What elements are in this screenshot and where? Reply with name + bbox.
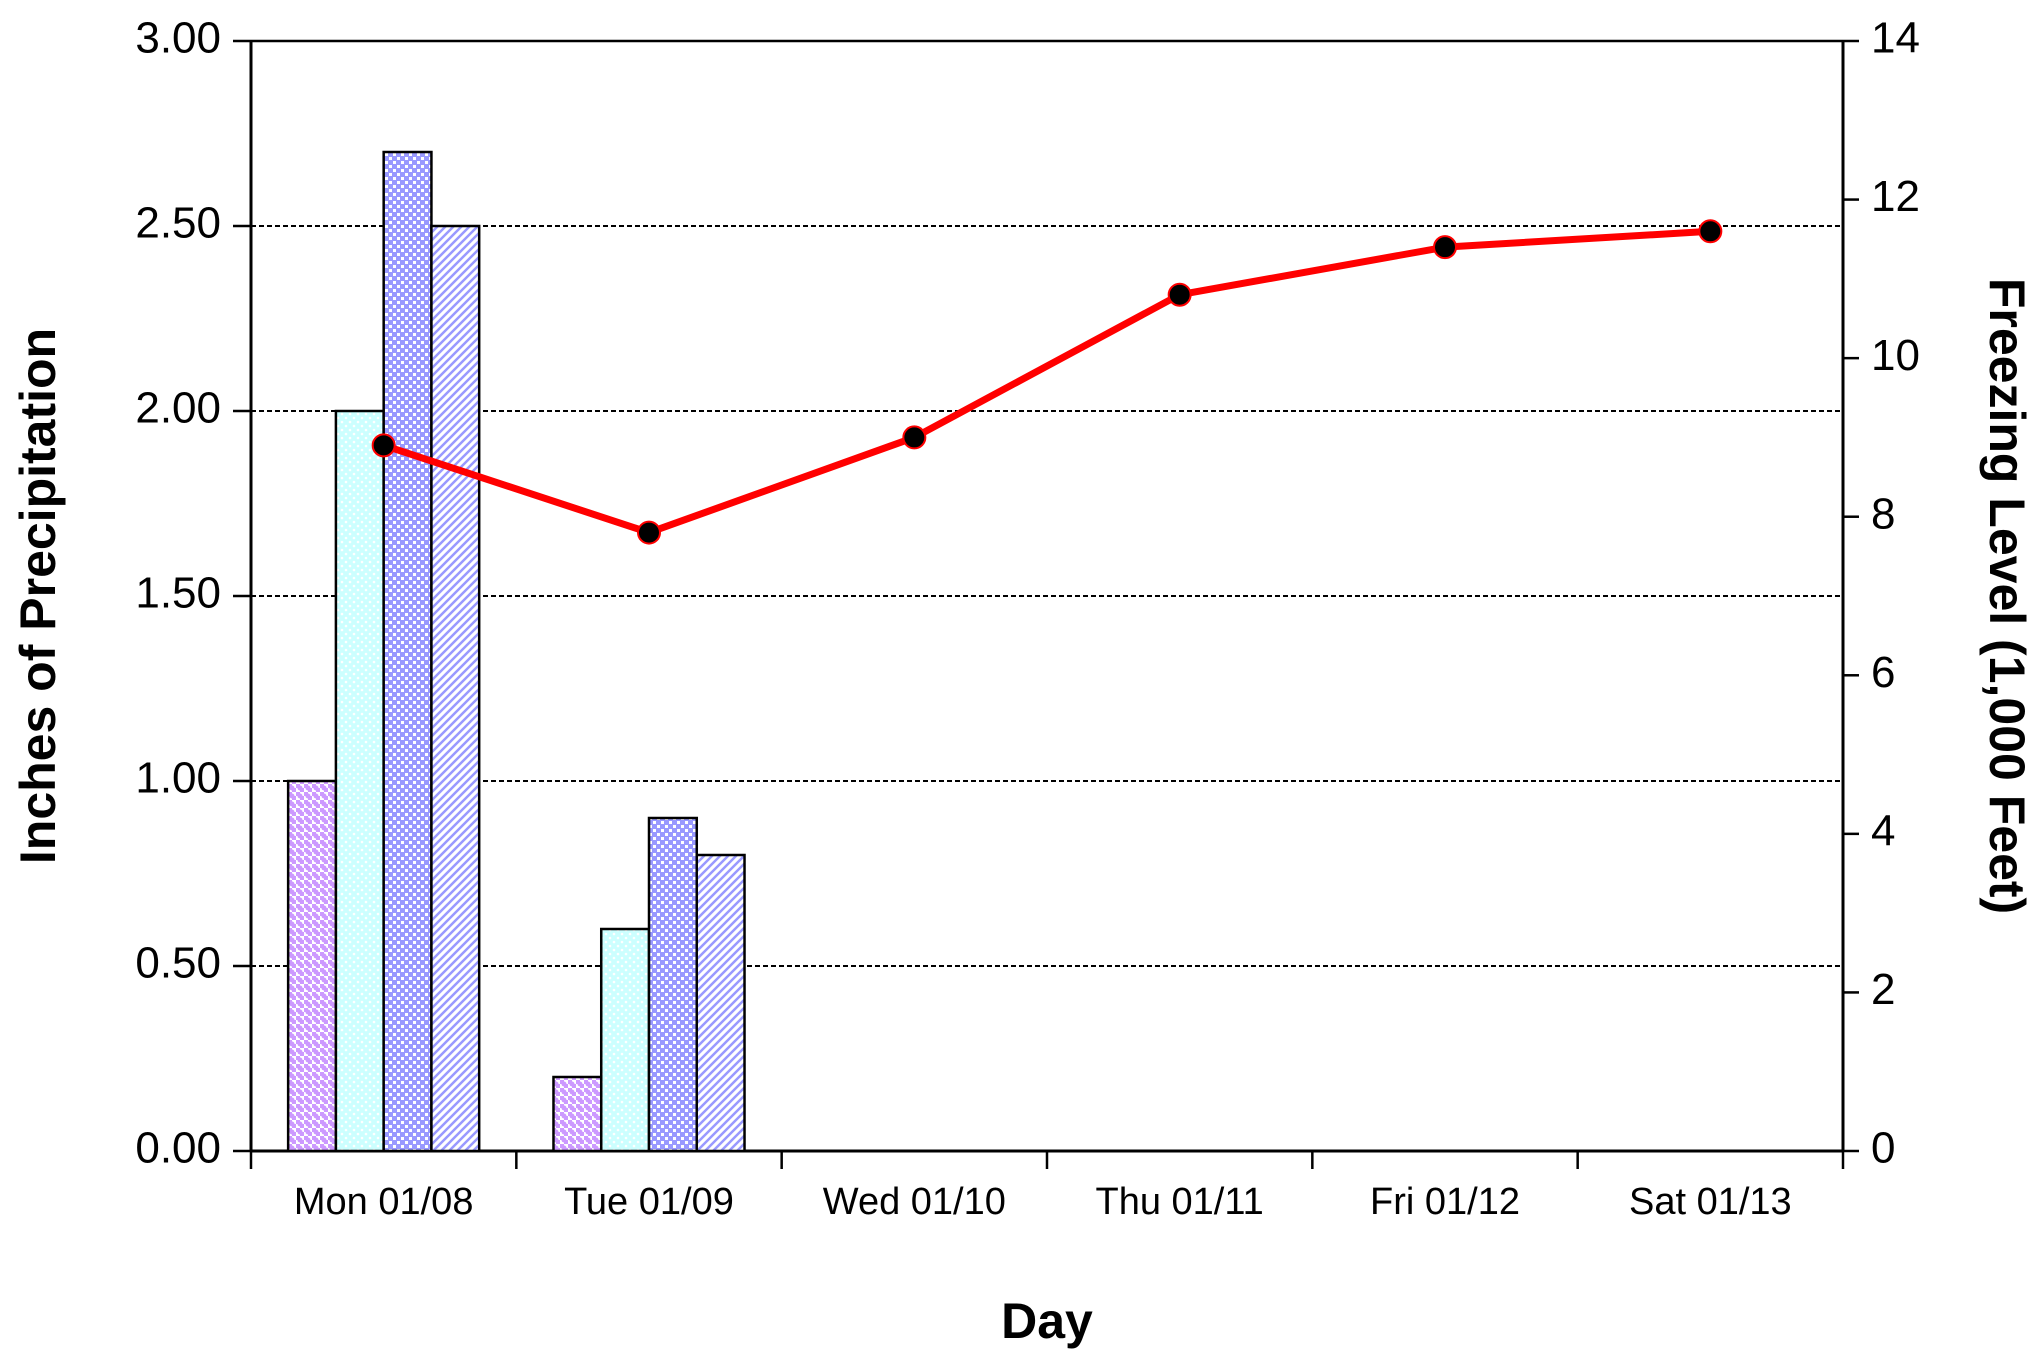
y-tick-label: 2.50 bbox=[135, 199, 221, 248]
bar bbox=[382, 150, 433, 1153]
line-marker bbox=[1167, 282, 1192, 307]
x-tick-label: Sat 01/13 bbox=[1629, 1181, 1792, 1223]
line-marker bbox=[637, 520, 661, 545]
y-tick-label: 0.50 bbox=[135, 939, 221, 988]
y2-tick-label: 14 bbox=[1871, 14, 1920, 63]
x-tick-label: Tue 01/09 bbox=[564, 1181, 734, 1223]
y-tick-label: 1.00 bbox=[135, 754, 221, 803]
y2-tick-label: 10 bbox=[1871, 331, 1920, 380]
x-tick-label: Thu 01/11 bbox=[1096, 1181, 1264, 1223]
y-tick-label: 3.00 bbox=[135, 14, 221, 63]
line-marker bbox=[902, 425, 927, 450]
line-marker bbox=[1433, 235, 1457, 260]
x-tick-label: Wed 01/10 bbox=[823, 1181, 1006, 1223]
y2-axis-title: Freezing Level (1,000 Feet) bbox=[1979, 278, 2035, 914]
y2-tick-label: 8 bbox=[1871, 489, 1895, 538]
bar bbox=[599, 927, 651, 1153]
x-axis-title: Day bbox=[1001, 1293, 1093, 1349]
x-tick-label: Fri 01/12 bbox=[1370, 1181, 1520, 1223]
y2-tick-label: 0 bbox=[1871, 1124, 1895, 1173]
x-tick-label: Mon 01/08 bbox=[294, 1181, 474, 1223]
line bbox=[382, 227, 1711, 537]
bar bbox=[647, 816, 699, 1153]
bar bbox=[286, 779, 338, 1153]
bar bbox=[334, 409, 385, 1153]
y2-tick-label: 12 bbox=[1871, 172, 1920, 221]
y-tick-label: 1.50 bbox=[135, 569, 221, 618]
y2-tick-label: 6 bbox=[1871, 648, 1895, 697]
bar bbox=[430, 224, 481, 1153]
line-marker bbox=[371, 433, 396, 458]
bar bbox=[695, 853, 746, 1153]
line-marker bbox=[1698, 219, 1723, 244]
bar bbox=[552, 1075, 603, 1153]
y2-tick-label: 2 bbox=[1871, 965, 1895, 1014]
y2-tick-label: 4 bbox=[1871, 806, 1895, 855]
y-tick-label: 2.00 bbox=[135, 384, 221, 433]
y-axis-title: Inches of Precipitation bbox=[10, 328, 66, 864]
y-tick-label: 0.00 bbox=[135, 1124, 221, 1173]
